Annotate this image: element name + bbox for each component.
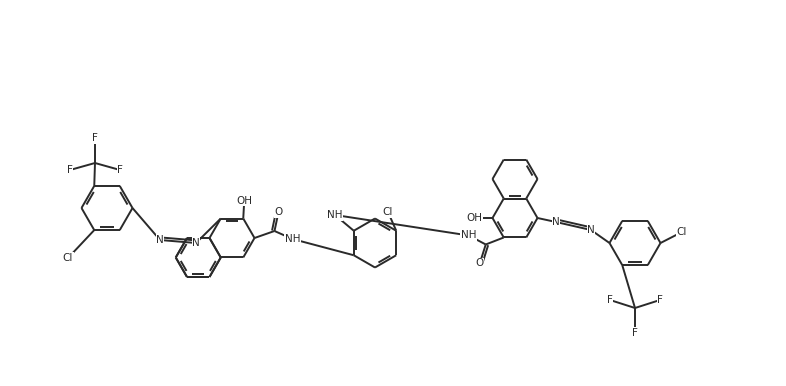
Text: N: N xyxy=(587,225,595,235)
Text: F: F xyxy=(657,295,663,305)
Text: Cl: Cl xyxy=(383,207,393,217)
Text: OH: OH xyxy=(237,196,252,205)
Text: N: N xyxy=(156,235,163,245)
Text: O: O xyxy=(274,207,283,217)
Text: NH: NH xyxy=(285,234,300,244)
Text: O: O xyxy=(476,259,484,269)
Text: OH: OH xyxy=(467,213,483,223)
Text: NH: NH xyxy=(327,210,343,220)
Text: F: F xyxy=(117,165,123,175)
Text: Cl: Cl xyxy=(63,253,73,263)
Text: N: N xyxy=(552,217,560,227)
Text: F: F xyxy=(607,295,613,305)
Text: F: F xyxy=(92,133,98,143)
Text: F: F xyxy=(632,328,638,338)
Text: NH: NH xyxy=(461,230,476,240)
Text: F: F xyxy=(67,165,73,175)
Text: N: N xyxy=(192,238,200,248)
Text: Cl: Cl xyxy=(677,227,687,237)
